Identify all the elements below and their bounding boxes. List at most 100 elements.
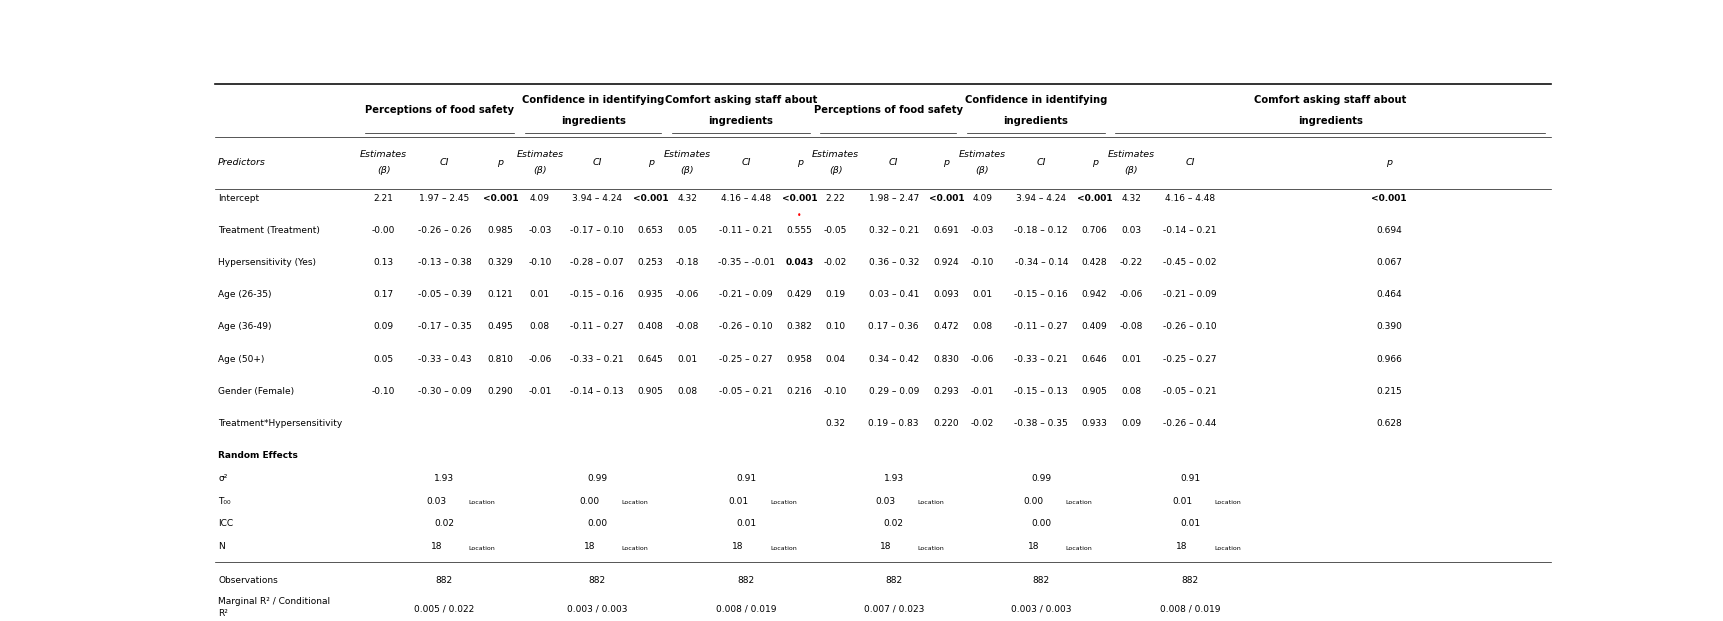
Text: 0.01: 0.01 <box>729 497 748 505</box>
Text: -0.15 – 0.13: -0.15 – 0.13 <box>1015 386 1068 396</box>
Text: Perceptions of food safety: Perceptions of food safety <box>365 106 513 116</box>
Text: <0.001: <0.001 <box>929 194 965 203</box>
Text: -0.06: -0.06 <box>970 355 994 363</box>
Text: Location: Location <box>770 546 798 551</box>
Text: -0.11 – 0.27: -0.11 – 0.27 <box>1015 322 1068 332</box>
Text: -0.45 – 0.02: -0.45 – 0.02 <box>1163 258 1216 268</box>
Text: -0.10: -0.10 <box>529 258 551 268</box>
Text: -0.33 – 0.43: -0.33 – 0.43 <box>417 355 470 363</box>
Text: Location: Location <box>622 546 648 551</box>
Text: -0.18: -0.18 <box>675 258 700 268</box>
Text: CI: CI <box>1037 158 1046 168</box>
Text: -0.11 – 0.27: -0.11 – 0.27 <box>570 322 624 332</box>
Text: Comfort asking staff about: Comfort asking staff about <box>1254 95 1406 105</box>
Text: -0.21 – 0.09: -0.21 – 0.09 <box>1163 291 1216 299</box>
Text: 0.706: 0.706 <box>1082 227 1108 235</box>
Text: 0.215: 0.215 <box>1377 386 1403 396</box>
Text: Estimates: Estimates <box>360 150 407 159</box>
Text: -0.08: -0.08 <box>675 322 700 332</box>
Text: 0.382: 0.382 <box>787 322 813 332</box>
Text: -0.15 – 0.16: -0.15 – 0.16 <box>570 291 624 299</box>
Text: 0.121: 0.121 <box>488 291 513 299</box>
Text: 0.966: 0.966 <box>1377 355 1403 363</box>
Text: 882: 882 <box>737 576 755 585</box>
Text: 0.958: 0.958 <box>787 355 813 363</box>
Text: Location: Location <box>622 501 648 505</box>
Text: CI: CI <box>593 158 601 168</box>
Text: 882: 882 <box>589 576 606 585</box>
Text: 0.13: 0.13 <box>374 258 393 268</box>
Text: -0.17 – 0.10: -0.17 – 0.10 <box>570 227 624 235</box>
Text: Location: Location <box>1215 501 1241 505</box>
Text: Location: Location <box>918 501 944 505</box>
Text: -0.18 – 0.12: -0.18 – 0.12 <box>1015 227 1068 235</box>
Text: 0.08: 0.08 <box>677 386 698 396</box>
Text: Predictors: Predictors <box>219 158 265 168</box>
Text: 4.32: 4.32 <box>677 194 698 203</box>
Text: -0.26 – 0.26: -0.26 – 0.26 <box>417 227 470 235</box>
Text: ingredients: ingredients <box>708 116 774 126</box>
Text: -0.34 – 0.14: -0.34 – 0.14 <box>1015 258 1068 268</box>
Text: Location: Location <box>918 546 944 551</box>
Text: p: p <box>944 158 949 168</box>
Text: Location: Location <box>469 546 495 551</box>
Text: -0.08: -0.08 <box>1120 322 1142 332</box>
Text: Gender (Female): Gender (Female) <box>219 386 295 396</box>
Text: 0.555: 0.555 <box>787 227 813 235</box>
Text: p: p <box>1385 158 1392 168</box>
Text: Hypersensitivity (Yes): Hypersensitivity (Yes) <box>219 258 315 268</box>
Text: 0.03: 0.03 <box>1122 227 1141 235</box>
Text: -0.02: -0.02 <box>824 258 848 268</box>
Text: CI: CI <box>1185 158 1194 168</box>
Text: 0.36 – 0.32: 0.36 – 0.32 <box>868 258 918 268</box>
Text: 0.253: 0.253 <box>638 258 663 268</box>
Text: 0.08: 0.08 <box>1122 386 1141 396</box>
Text: 0.942: 0.942 <box>1082 291 1108 299</box>
Text: 0.005 / 0.022: 0.005 / 0.022 <box>414 605 474 614</box>
Text: 0.01: 0.01 <box>1172 497 1192 505</box>
Text: Confidence in identifying: Confidence in identifying <box>965 95 1108 105</box>
Text: Estimates: Estimates <box>517 150 563 159</box>
Text: 0.043: 0.043 <box>786 258 813 268</box>
Text: -0.15 – 0.16: -0.15 – 0.16 <box>1015 291 1068 299</box>
Text: 0.924: 0.924 <box>934 258 960 268</box>
Text: 0.01: 0.01 <box>1122 355 1141 363</box>
Text: 0.067: 0.067 <box>1377 258 1403 268</box>
Text: 882: 882 <box>436 576 453 585</box>
Text: -0.06: -0.06 <box>1120 291 1142 299</box>
Text: Estimates: Estimates <box>812 150 860 159</box>
Text: 0.329: 0.329 <box>488 258 513 268</box>
Text: Estimates: Estimates <box>960 150 1006 159</box>
Text: -0.26 – 0.10: -0.26 – 0.10 <box>1163 322 1216 332</box>
Text: -0.01: -0.01 <box>970 386 994 396</box>
Text: -0.01: -0.01 <box>529 386 551 396</box>
Text: Comfort asking staff about: Comfort asking staff about <box>665 95 817 105</box>
Text: 0.17: 0.17 <box>374 291 393 299</box>
Text: -0.13 – 0.38: -0.13 – 0.38 <box>417 258 472 268</box>
Text: Age (26-35): Age (26-35) <box>219 291 272 299</box>
Text: -0.06: -0.06 <box>675 291 700 299</box>
Text: 3.94 – 4.24: 3.94 – 4.24 <box>1017 194 1067 203</box>
Text: CI: CI <box>741 158 751 168</box>
Text: 0.00: 0.00 <box>579 497 600 505</box>
Text: 0.32 – 0.21: 0.32 – 0.21 <box>868 227 918 235</box>
Text: -0.25 – 0.27: -0.25 – 0.27 <box>720 355 774 363</box>
Text: 0.34 – 0.42: 0.34 – 0.42 <box>868 355 918 363</box>
Text: (β): (β) <box>1125 166 1139 175</box>
Text: 0.409: 0.409 <box>1082 322 1108 332</box>
Text: 0.00: 0.00 <box>1030 520 1051 528</box>
Text: 1.93: 1.93 <box>884 474 905 483</box>
Text: 0.646: 0.646 <box>1082 355 1108 363</box>
Text: 18: 18 <box>1177 543 1187 551</box>
Text: -0.10: -0.10 <box>372 386 395 396</box>
Text: 0.390: 0.390 <box>1377 322 1403 332</box>
Text: 0.694: 0.694 <box>1377 227 1403 235</box>
Text: 1.93: 1.93 <box>434 474 455 483</box>
Text: 0.003 / 0.003: 0.003 / 0.003 <box>1011 605 1072 614</box>
Text: 18: 18 <box>584 543 594 551</box>
Text: -0.35 – -0.01: -0.35 – -0.01 <box>718 258 775 268</box>
Text: (β): (β) <box>377 166 391 175</box>
Text: 0.01: 0.01 <box>736 520 756 528</box>
Text: 4.09: 4.09 <box>972 194 992 203</box>
Text: 0.464: 0.464 <box>1377 291 1403 299</box>
